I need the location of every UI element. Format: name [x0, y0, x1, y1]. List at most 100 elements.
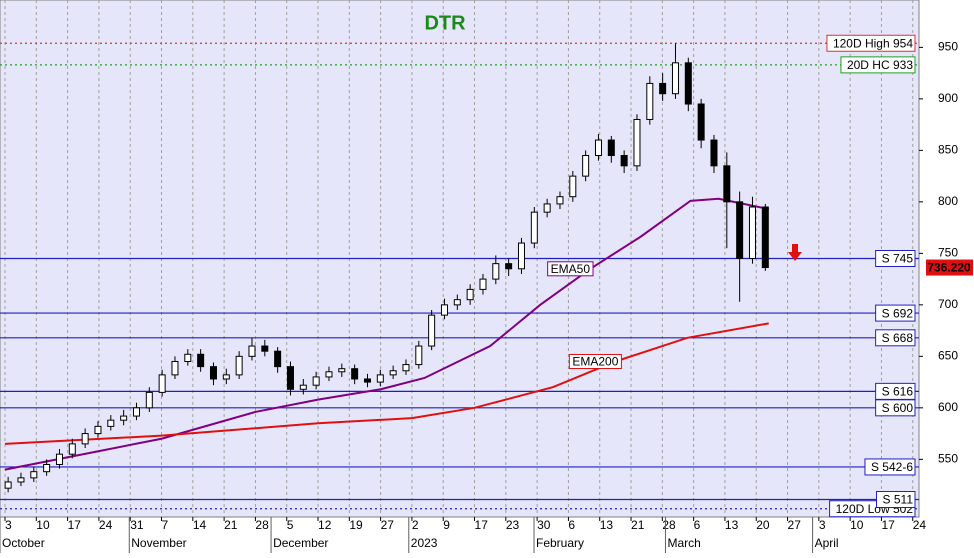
candle-body — [261, 345, 269, 352]
month-label: March — [667, 536, 700, 550]
candle-body — [492, 263, 500, 280]
level-label: S 616 — [882, 385, 914, 399]
candle-body — [363, 378, 371, 383]
candle-body — [543, 203, 551, 213]
level-label: S 692 — [882, 306, 914, 320]
y-tick-label: 700 — [938, 297, 958, 311]
x-tick-label: 24 — [99, 518, 113, 532]
candle-body — [248, 345, 256, 357]
candle-body — [697, 103, 705, 141]
candle-body — [376, 374, 384, 383]
candle-body — [389, 370, 397, 376]
candle-body — [710, 139, 718, 167]
level-label-box — [840, 56, 916, 74]
candle-body — [209, 366, 217, 380]
candle-body — [132, 407, 140, 417]
x-tick-label: 9 — [443, 518, 450, 532]
last-price-box — [926, 259, 973, 276]
x-tick-label: 28 — [662, 518, 676, 532]
candle-body — [517, 242, 525, 270]
candle-body — [235, 355, 243, 376]
candle-body — [505, 263, 513, 270]
candle-body — [428, 314, 436, 347]
ema-line — [4, 322, 769, 445]
x-tick-label: 20 — [756, 518, 770, 532]
level-label: S 668 — [882, 331, 914, 345]
candle-body — [646, 82, 654, 120]
candle-body — [671, 62, 679, 95]
level-label: S 745 — [882, 252, 914, 266]
candle-body — [17, 477, 25, 483]
candle-body — [94, 425, 102, 435]
legend-label: EMA50 — [551, 262, 591, 276]
candle-body — [338, 368, 346, 373]
candle-body — [325, 371, 333, 378]
x-tick-label: 21 — [631, 518, 645, 532]
x-tick-label: 10 — [36, 518, 50, 532]
x-tick-label: 7 — [162, 518, 169, 532]
x-tick-label: 10 — [850, 518, 864, 532]
candle-body — [274, 350, 282, 368]
candle-body — [299, 384, 307, 390]
y-tick-label: 950 — [938, 40, 958, 54]
candle-body — [145, 391, 153, 409]
month-label: 2023 — [411, 536, 438, 550]
y-tick-label: 550 — [938, 451, 958, 465]
candle-body — [633, 118, 641, 167]
candle-body — [120, 415, 128, 421]
x-tick-label: 13 — [600, 518, 614, 532]
month-label: December — [273, 536, 328, 550]
candle-body — [415, 345, 423, 366]
candle-body — [761, 206, 769, 269]
series-label-box — [568, 353, 622, 369]
x-tick-label: 6 — [568, 518, 575, 532]
x-tick-label: 31 — [130, 518, 144, 532]
candle-body — [440, 304, 448, 316]
y-tick-label: 600 — [938, 400, 958, 414]
level-label: 20D HC 933 — [847, 58, 913, 72]
x-tick-label: 12 — [318, 518, 332, 532]
candle-body — [286, 366, 294, 390]
y-tick-label: 650 — [938, 349, 958, 363]
x-tick-label: 17 — [68, 518, 82, 532]
level-label-box — [875, 250, 916, 267]
month-label: April — [815, 536, 839, 550]
candle-body — [466, 288, 474, 301]
x-tick-label: 3 — [819, 518, 826, 532]
series-label-box — [547, 261, 594, 277]
y-tick-label: 750 — [938, 246, 958, 260]
x-tick-label: 2 — [412, 518, 419, 532]
candle-body — [684, 62, 692, 105]
down-arrow — [788, 244, 802, 261]
level-label-box — [875, 399, 916, 417]
candle-body — [351, 368, 359, 380]
level-label: S 600 — [882, 401, 914, 415]
y-tick-label: 800 — [938, 194, 958, 208]
x-tick-label: 28 — [255, 518, 269, 532]
candle-body — [107, 419, 115, 427]
level-label-box — [875, 304, 916, 322]
level-label: 120D High 954 — [833, 36, 913, 50]
level-label-box — [826, 34, 916, 52]
candle-body — [312, 376, 320, 386]
last-price-label: 736.220 — [927, 261, 971, 275]
candle-body — [479, 278, 487, 290]
x-tick-label: 6 — [694, 518, 701, 532]
candle-body — [184, 353, 192, 362]
x-tick-label: 30 — [537, 518, 551, 532]
candle-body — [55, 453, 63, 465]
candle-body — [620, 155, 628, 167]
candle-body — [530, 211, 538, 244]
candle-body — [556, 196, 564, 205]
x-tick-label: 21 — [224, 518, 238, 532]
candle-body — [30, 471, 38, 479]
candle-body — [659, 82, 667, 95]
level-label-box — [875, 329, 916, 347]
level-label: S 542-6 — [871, 460, 913, 474]
candle-body — [222, 374, 230, 380]
candle-body — [748, 206, 756, 260]
candle-body — [68, 443, 76, 455]
candle-body — [171, 360, 179, 376]
candle-body — [582, 155, 590, 177]
candle-body — [43, 463, 51, 473]
